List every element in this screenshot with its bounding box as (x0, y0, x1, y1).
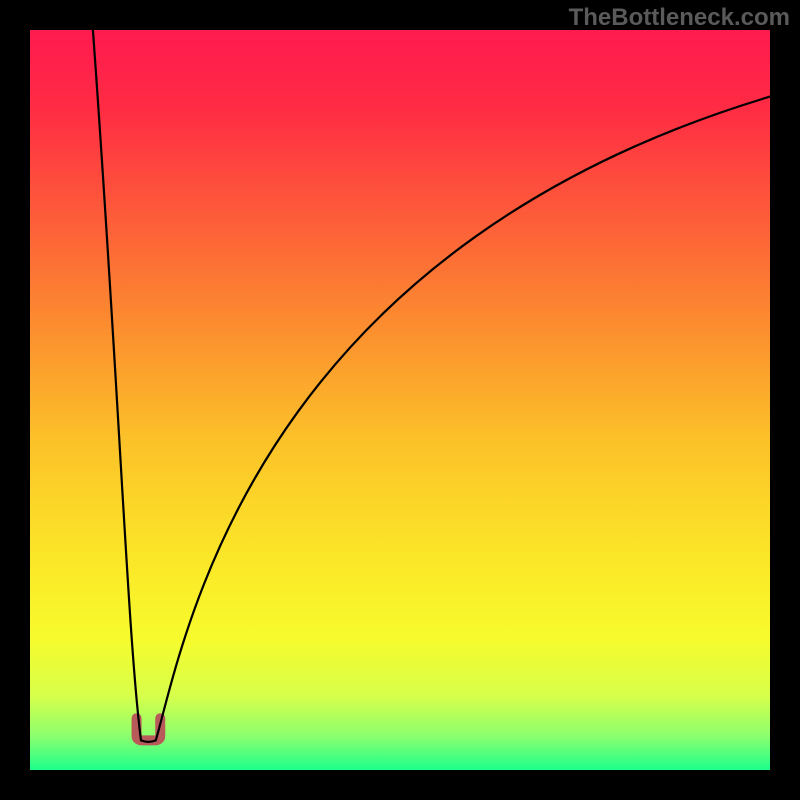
chart-container: TheBottleneck.com (0, 0, 800, 800)
watermark-text: TheBottleneck.com (569, 4, 790, 32)
chart-gradient-bg (30, 30, 770, 770)
bottleneck-chart (0, 0, 800, 800)
